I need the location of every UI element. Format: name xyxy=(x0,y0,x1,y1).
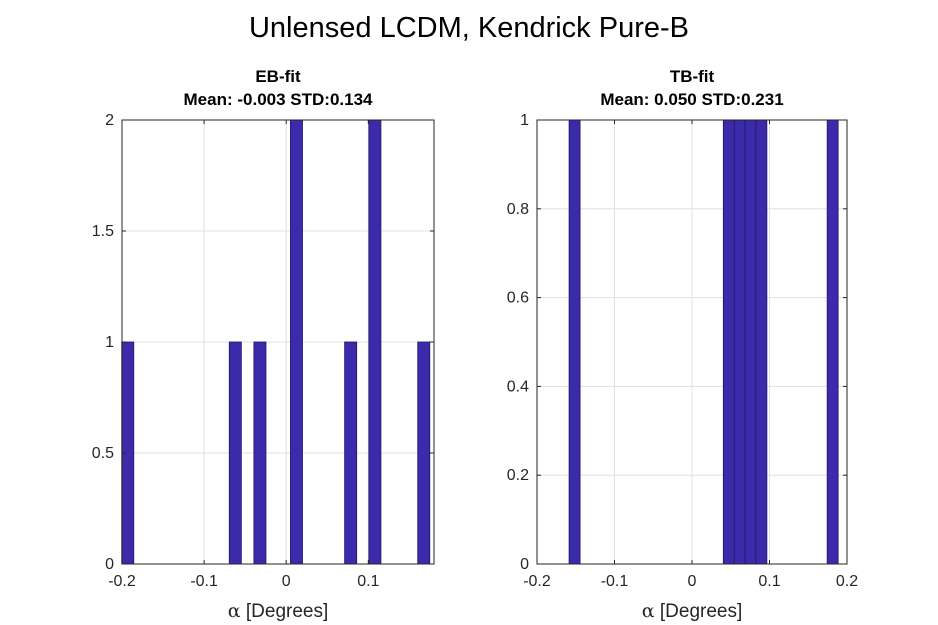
eb-fit-panel: -0.2 -0.1 0 0.1 0 0.5 1 1.5 2 EB-fit Mean: -0.003 … xyxy=(92,67,435,622)
x-tick-label: -0.2 xyxy=(108,573,136,590)
y-tick-label: 0 xyxy=(520,556,529,573)
x-tick-label: 0.1 xyxy=(758,573,780,590)
x-axis-label: α [Degrees] xyxy=(228,600,329,622)
y-tick-label: 0.8 xyxy=(507,201,529,218)
y-tick-label: 1 xyxy=(520,112,529,129)
y-tick-label: 0.4 xyxy=(507,378,529,395)
histogram-bar xyxy=(368,119,382,565)
y-tick-label: 2 xyxy=(105,112,114,129)
histogram-bar xyxy=(228,341,242,565)
histogram-bar xyxy=(733,119,746,565)
x-axis-label-text: [Degrees] xyxy=(655,601,743,622)
figure-title: Unlensed LCDM, Kendrick Pure-B xyxy=(248,12,689,44)
y-tick-label: 1 xyxy=(105,334,114,351)
panel-title: EB-fit xyxy=(255,67,301,86)
y-tick-label: 0.5 xyxy=(92,445,114,462)
panel-stats: Mean: 0.050 STD:0.231 xyxy=(600,90,783,109)
x-axis-label-text: [Degrees] xyxy=(241,601,329,622)
x-tick-label: 0.2 xyxy=(836,573,858,590)
histogram-bar xyxy=(568,119,581,565)
histogram-bar xyxy=(344,341,358,565)
histogram-bar xyxy=(290,119,303,565)
panel-stats: Mean: -0.003 STD:0.134 xyxy=(184,90,374,109)
x-tick-label: 0.1 xyxy=(357,573,379,590)
y-tick-label: 0.6 xyxy=(507,290,529,307)
histogram-bar xyxy=(826,119,839,565)
x-tick-label: 0 xyxy=(688,573,697,590)
panel-title: TB-fit xyxy=(670,67,715,86)
x-tick-label: -0.1 xyxy=(190,573,218,590)
y-tick-label: 0 xyxy=(105,556,114,573)
histogram-bar xyxy=(417,341,431,565)
histogram-bar xyxy=(253,341,267,565)
histogram-bar xyxy=(755,119,768,565)
x-axis-label: α [Degrees] xyxy=(642,600,743,622)
histogram-bar xyxy=(722,119,735,565)
alpha-symbol: α xyxy=(642,600,655,622)
x-tick-label: -0.1 xyxy=(601,573,629,590)
y-tick-label: 0.2 xyxy=(507,467,529,484)
alpha-symbol: α xyxy=(228,600,241,622)
histogram-bar xyxy=(744,119,757,565)
x-tick-label: -0.2 xyxy=(523,573,551,590)
tb-fit-panel: -0.2 -0.1 0 0.1 0.2 0 0.2 0.4 0.6 0.8 1 TB-fit Mean:… xyxy=(507,67,858,622)
y-tick-label: 1.5 xyxy=(92,223,114,240)
x-tick-label: 0 xyxy=(282,573,291,590)
